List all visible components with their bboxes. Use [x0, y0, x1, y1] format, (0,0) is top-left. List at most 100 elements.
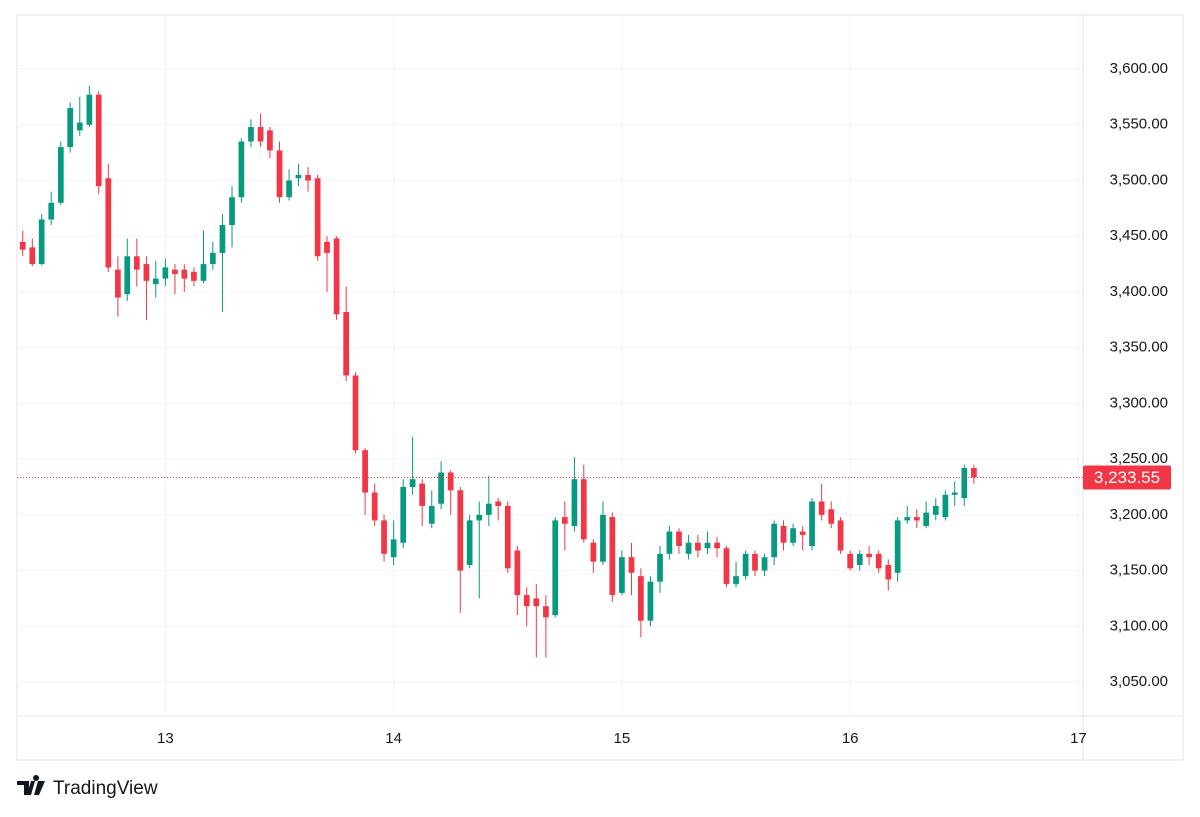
candle-body [847, 553, 854, 569]
candle-body [438, 472, 444, 504]
candle-body [19, 241, 26, 250]
candle-body [628, 557, 635, 573]
candle-body [115, 269, 121, 298]
candle-body [552, 520, 559, 616]
candle-body [248, 127, 254, 142]
candle-body [466, 520, 473, 565]
y-tick-label: 3,150.00 [1110, 562, 1168, 579]
candle-body [913, 517, 920, 521]
y-tick-label: 3,050.00 [1110, 673, 1168, 690]
candle-body [666, 531, 673, 554]
candle-body [875, 553, 882, 569]
candle-body [780, 525, 787, 543]
candle-body [600, 514, 606, 562]
x-tick-label: 17 [1070, 730, 1087, 747]
candle-body [932, 505, 939, 515]
candle-body [476, 514, 483, 521]
logo-shape [17, 775, 45, 795]
candle-body [67, 108, 74, 148]
candle-body [457, 490, 464, 571]
candle-body [590, 542, 597, 562]
candle-body [495, 501, 502, 506]
candle-body [695, 542, 701, 551]
last-price-label: 3,233.55 [1094, 468, 1160, 487]
candle-body [143, 264, 150, 281]
candle-body [38, 219, 45, 265]
brand-logo [17, 775, 45, 795]
candle-body [152, 278, 159, 285]
candle-body [314, 178, 321, 257]
candle-body [257, 127, 264, 142]
candle-body [533, 598, 540, 607]
candle-body [894, 520, 901, 573]
candle-body [324, 241, 330, 253]
candle-body [57, 147, 64, 203]
candle-body [657, 553, 663, 582]
candle-body [942, 494, 949, 518]
candle-body [371, 492, 378, 521]
candle-body [209, 252, 216, 265]
candle-body [543, 606, 549, 618]
candle-body [172, 269, 178, 275]
candle-body [238, 141, 245, 198]
candle-body [343, 312, 350, 376]
candle-body [447, 472, 454, 491]
candle-body [961, 468, 968, 499]
candle-body [86, 94, 93, 125]
candle-body [799, 531, 806, 535]
candle-body [105, 178, 112, 268]
candle-body [295, 174, 302, 179]
candle-body [333, 238, 340, 315]
candle-body [352, 375, 359, 451]
candle-body [504, 505, 511, 569]
candle-body [419, 483, 426, 506]
candle-body [191, 271, 197, 281]
candle-body [219, 225, 226, 253]
candle-body [400, 486, 407, 543]
last-price-box [1083, 465, 1171, 490]
brand-name: TradingView [53, 778, 158, 799]
candle-body [951, 492, 958, 495]
candle-body [723, 548, 730, 584]
candle-body [381, 520, 387, 554]
candle-body [818, 501, 825, 515]
candle-body [685, 542, 692, 554]
candle-body [571, 479, 578, 526]
y-tick-label: 3,200.00 [1110, 506, 1168, 523]
candle-body [790, 528, 796, 543]
candle-body [362, 450, 368, 493]
candle-body [133, 256, 140, 270]
candle-body [428, 505, 435, 524]
candle-body [485, 503, 492, 515]
candle-body [619, 557, 625, 593]
candle-body [523, 595, 530, 607]
y-tick-label: 3,350.00 [1110, 339, 1168, 356]
candle-body [866, 553, 872, 558]
candle-body [971, 468, 977, 478]
candle-body [837, 520, 844, 551]
x-tick-label: 15 [614, 730, 631, 747]
candle-body [828, 509, 835, 524]
candle-body [76, 122, 83, 131]
y-tick-label: 3,300.00 [1110, 394, 1168, 411]
candle-body [124, 256, 131, 295]
y-tick-label: 3,600.00 [1110, 60, 1168, 77]
candle-body [181, 269, 188, 279]
y-tick-label: 3,550.00 [1110, 116, 1168, 133]
y-tick-label: 3,250.00 [1110, 450, 1168, 467]
candle-body [609, 517, 616, 596]
candle-body [561, 517, 568, 524]
candle-body [229, 197, 235, 226]
candle-body [809, 501, 815, 547]
candle-body [48, 202, 55, 220]
candle-body [267, 130, 273, 151]
y-tick-label: 3,100.00 [1110, 617, 1168, 634]
x-tick-label: 13 [157, 730, 174, 747]
candle-body [647, 581, 654, 621]
y-tick-label: 3,400.00 [1110, 283, 1168, 300]
x-tick-label: 16 [842, 730, 859, 747]
candle-body [733, 576, 739, 584]
candle-body [286, 180, 292, 198]
